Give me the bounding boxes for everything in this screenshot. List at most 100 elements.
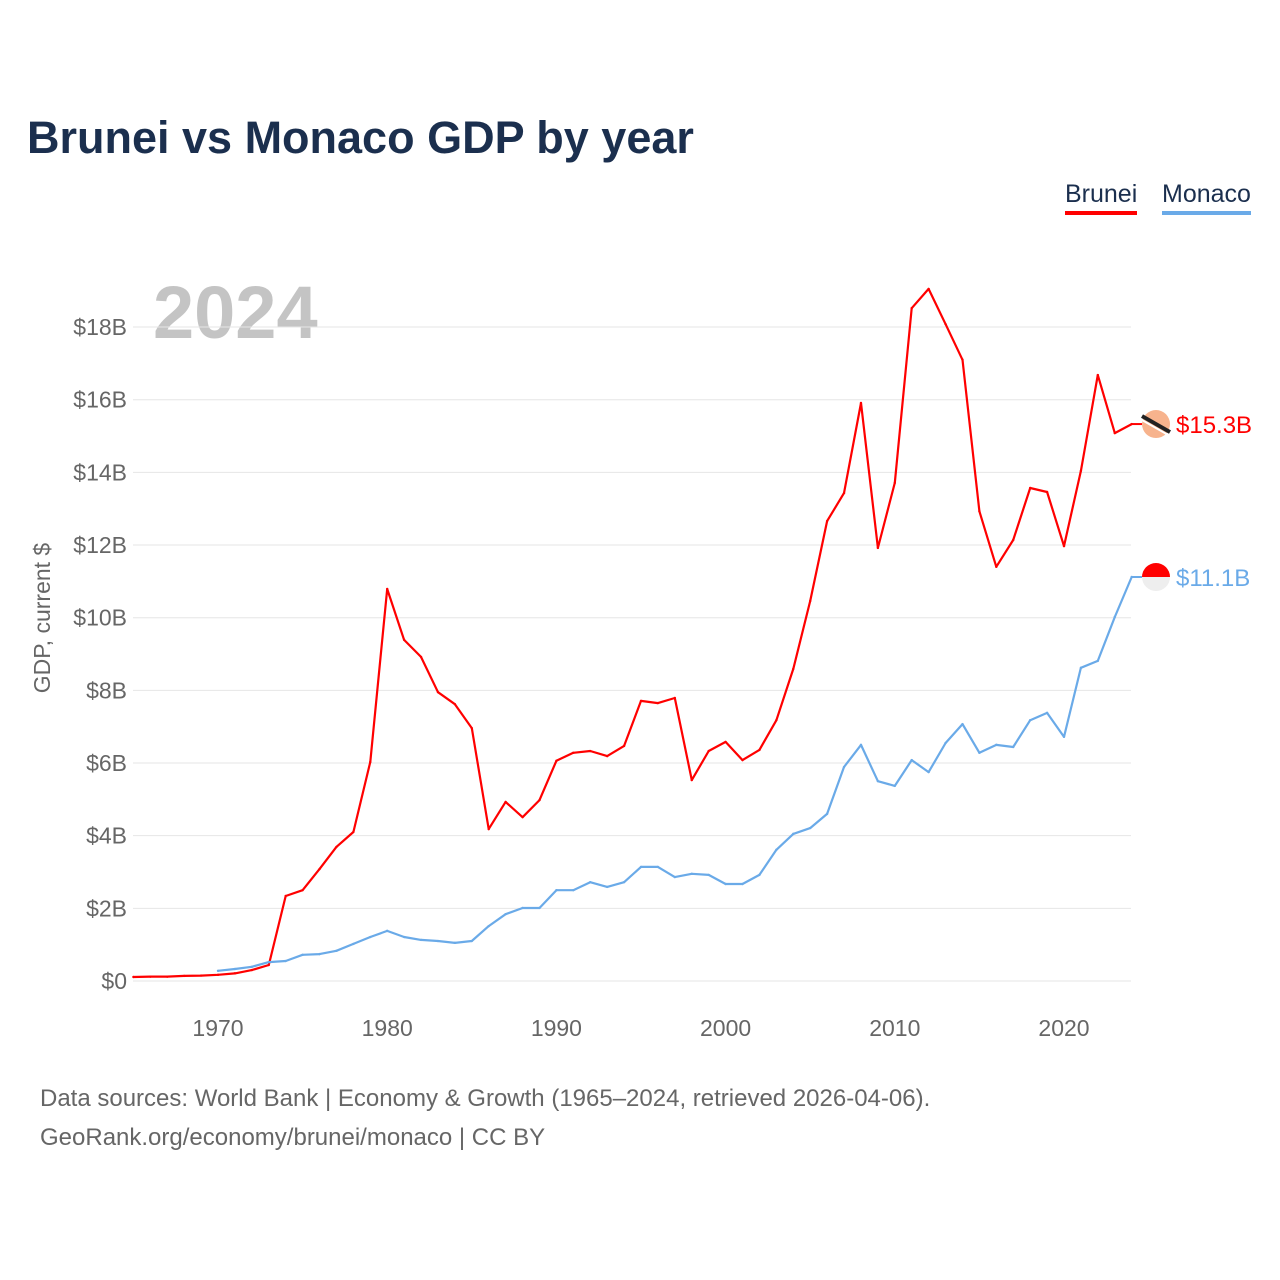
data-point-brunei	[470, 726, 473, 730]
data-point-brunei	[589, 749, 592, 753]
data-point-monaco	[436, 939, 440, 943]
data-point-brunei	[978, 510, 981, 513]
data-point-monaco	[978, 751, 981, 755]
data-point-monaco	[656, 865, 660, 869]
data-point-monaco	[859, 743, 863, 747]
x-tick-label: 1990	[531, 1015, 582, 1041]
data-point-monaco	[521, 906, 524, 910]
legend-brunei[interactable]: Brunei	[1065, 180, 1138, 215]
data-point-monaco	[284, 959, 287, 963]
data-point-monaco	[1079, 666, 1083, 670]
data-point-brunei	[961, 358, 964, 361]
data-point-brunei	[792, 667, 795, 671]
data-point-monaco	[1012, 745, 1015, 749]
data-point-monaco	[605, 885, 609, 889]
data-point-brunei	[267, 963, 270, 967]
data-point-brunei	[352, 830, 355, 834]
data-point-monaco	[944, 741, 947, 745]
data-point-monaco	[1028, 718, 1032, 722]
data-point-brunei	[284, 894, 287, 898]
data-point-brunei	[1079, 469, 1083, 473]
data-point-monaco	[792, 832, 795, 836]
x-tick-label: 1970	[192, 1015, 243, 1041]
data-point-brunei	[166, 975, 169, 978]
data-point-monaco	[842, 765, 846, 769]
data-point-brunei	[318, 867, 321, 871]
x-tick-label: 1980	[362, 1015, 413, 1041]
data-point-monaco	[267, 960, 270, 964]
data-point-brunei	[605, 754, 609, 758]
data-point-brunei	[1113, 431, 1116, 435]
data-point-brunei	[995, 565, 998, 569]
data-point-monaco	[318, 952, 321, 956]
data-point-brunei	[402, 638, 406, 642]
data-point-brunei	[453, 702, 457, 706]
data-point-brunei	[369, 760, 372, 764]
data-point-brunei	[250, 968, 254, 972]
data-point-monaco	[504, 912, 507, 916]
y-tick-label: $2B	[86, 895, 127, 921]
data-point-brunei	[1012, 538, 1015, 542]
y-tick-label: $8B	[86, 677, 127, 703]
monaco-flag-icon	[1142, 563, 1170, 578]
year-overlay: 2024	[153, 271, 318, 354]
data-point-brunei	[555, 759, 558, 763]
data-point-brunei	[1045, 490, 1049, 494]
data-point-monaco	[301, 953, 304, 957]
data-point-monaco	[487, 924, 490, 928]
data-point-brunei	[216, 973, 220, 977]
data-point-brunei	[1028, 486, 1032, 490]
data-point-brunei	[893, 481, 896, 485]
data-point-monaco	[741, 882, 744, 886]
data-point-monaco	[470, 939, 473, 943]
data-point-brunei	[436, 690, 440, 694]
data-point-monaco	[453, 941, 457, 945]
data-point-monaco	[538, 906, 541, 910]
data-point-monaco	[893, 784, 896, 788]
data-point-monaco	[876, 779, 880, 783]
data-point-brunei	[758, 748, 761, 752]
data-point-brunei	[572, 751, 575, 755]
data-point-monaco	[758, 873, 761, 877]
data-point-monaco	[335, 949, 338, 953]
data-point-monaco	[572, 888, 575, 892]
data-point-monaco	[690, 872, 693, 876]
data-point-monaco	[1113, 615, 1116, 619]
data-point-monaco	[555, 888, 558, 892]
data-point-brunei	[910, 306, 913, 310]
data-point-monaco	[809, 826, 812, 830]
legend-monaco[interactable]: Monaco	[1162, 180, 1251, 215]
data-point-monaco	[216, 969, 220, 973]
data-point-brunei	[944, 322, 947, 326]
data-point-brunei	[149, 975, 152, 978]
y-tick-label: $10B	[73, 605, 127, 631]
data-point-monaco	[419, 938, 423, 942]
data-point-brunei	[521, 815, 524, 819]
data-point-brunei	[775, 718, 778, 722]
data-point-monaco	[1045, 711, 1049, 715]
monaco-flag-icon-bottom	[1142, 577, 1170, 592]
data-point-monaco	[995, 743, 998, 747]
data-point-brunei	[1096, 373, 1100, 377]
series-line-monaco	[217, 576, 1133, 972]
data-point-brunei	[690, 778, 693, 782]
y-tick-label: $14B	[73, 459, 127, 485]
data-point-monaco	[910, 758, 913, 762]
data-point-monaco	[402, 935, 406, 939]
y-tick-label: $18B	[73, 314, 127, 340]
data-point-monaco	[639, 865, 643, 869]
end-label-brunei: $15.3B	[1176, 412, 1252, 439]
x-tick-label: 2000	[700, 1015, 751, 1041]
data-point-brunei	[707, 749, 710, 753]
data-point-brunei	[504, 800, 507, 804]
data-point-brunei	[419, 655, 423, 659]
data-point-brunei	[809, 599, 812, 603]
data-point-monaco	[369, 935, 372, 939]
footer-link[interactable]: GeoRank.org/economy/brunei/monaco | CC B…	[40, 1124, 546, 1151]
data-point-brunei	[927, 287, 930, 291]
data-point-brunei	[487, 827, 490, 831]
data-point-monaco	[352, 942, 355, 946]
data-point-brunei	[1062, 544, 1066, 548]
data-point-monaco	[775, 848, 778, 852]
